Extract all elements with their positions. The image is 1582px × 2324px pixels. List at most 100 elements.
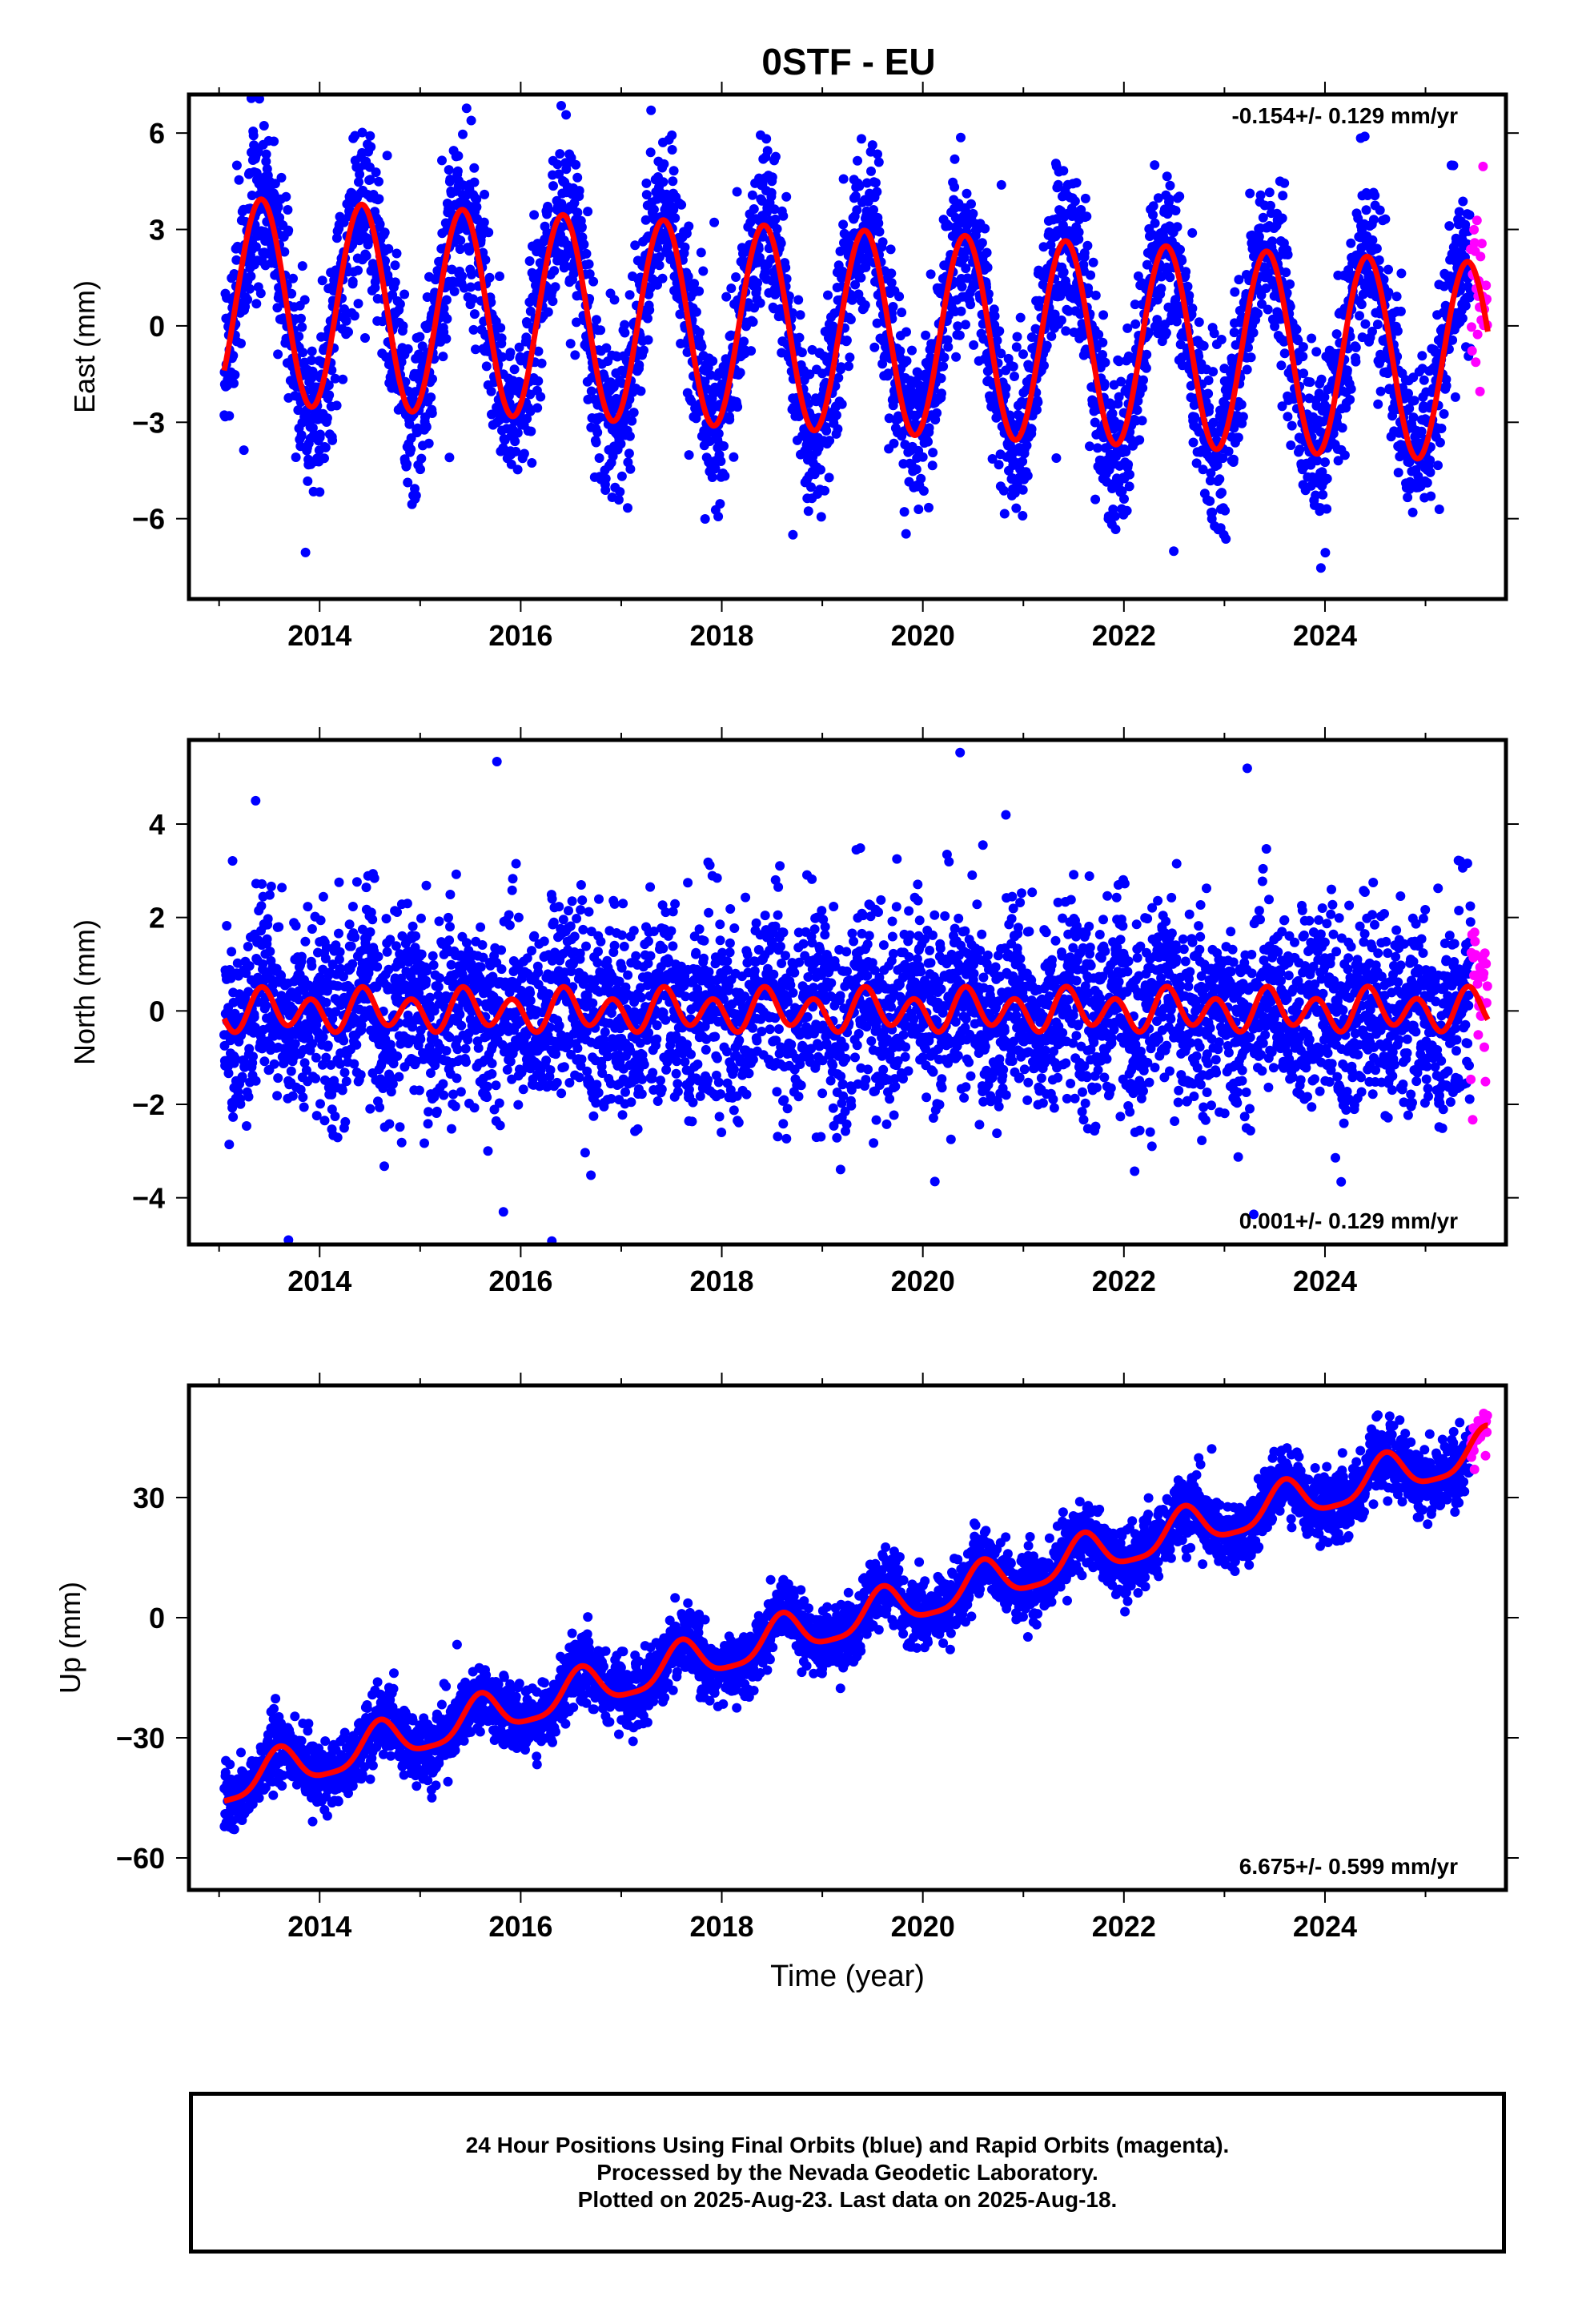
final-orbit-point: [296, 313, 306, 324]
final-orbit-point: [415, 332, 425, 342]
final-orbit-point: [762, 146, 773, 156]
final-orbit-point: [747, 190, 757, 200]
final-orbit-point: [794, 332, 805, 343]
final-orbit-point: [548, 181, 558, 191]
final-orbit-point: [1375, 386, 1386, 396]
final-orbit-point: [956, 306, 966, 316]
final-orbit-point: [455, 244, 465, 255]
final-orbit-point: [644, 305, 655, 316]
final-orbit-point: [729, 452, 739, 462]
final-orbit-point: [251, 795, 261, 806]
final-orbit-point: [361, 883, 371, 893]
final-orbit-point: [936, 373, 946, 384]
final-orbit-point: [1276, 360, 1287, 371]
final-orbit-point: [1090, 494, 1101, 505]
final-orbit-point: [1110, 525, 1121, 534]
final-orbit-point: [1425, 455, 1435, 465]
final-orbit-point: [845, 352, 855, 363]
final-orbit-point: [1026, 424, 1037, 434]
final-orbit-point: [1205, 496, 1215, 506]
final-orbit-point: [355, 1070, 366, 1080]
final-orbit-point: [297, 261, 307, 271]
final-orbit-point: [287, 1091, 298, 1101]
final-orbit-point: [496, 333, 507, 344]
final-orbit-point: [1370, 191, 1380, 201]
final-orbit-point: [406, 444, 416, 455]
final-orbit-point: [954, 330, 965, 340]
rapid-orbit-point: [1471, 357, 1481, 368]
final-orbit-point: [584, 259, 594, 269]
final-orbit-point: [509, 364, 520, 375]
final-orbit-point: [257, 879, 267, 889]
final-orbit-point: [1361, 205, 1371, 215]
y-tick-label: −3: [132, 406, 165, 439]
final-orbit-point: [344, 919, 355, 930]
final-orbit-point: [229, 378, 239, 388]
final-orbit-point: [351, 877, 362, 887]
final-orbit-point: [497, 352, 508, 362]
final-orbit-point: [901, 529, 911, 539]
final-orbit-point: [398, 321, 408, 332]
final-orbit-point: [265, 947, 275, 957]
final-orbit-point: [873, 157, 884, 167]
final-orbit-point: [1116, 376, 1126, 387]
final-orbit-point: [1138, 375, 1148, 385]
final-orbit-point: [1395, 306, 1406, 316]
final-orbit-point: [694, 286, 705, 296]
final-orbit-point: [869, 342, 880, 352]
final-orbit-point: [343, 327, 353, 337]
final-orbit-point: [1074, 227, 1084, 237]
final-orbit-point: [245, 283, 255, 294]
x-tick-label: 2018: [689, 619, 753, 652]
final-orbit-point: [899, 507, 909, 517]
final-orbit-point: [426, 392, 436, 403]
y-tick-label: 3: [149, 214, 165, 247]
final-orbit-point: [347, 902, 358, 911]
final-orbit-point: [658, 177, 669, 187]
final-orbit-point: [853, 155, 862, 166]
final-orbit-point: [283, 205, 293, 215]
final-orbit-point: [726, 283, 737, 293]
final-orbit-point: [1351, 342, 1361, 352]
final-orbit-point: [330, 373, 340, 384]
final-orbit-point: [299, 295, 310, 305]
final-orbit-point: [1417, 351, 1427, 361]
final-orbit-point: [1315, 563, 1326, 573]
final-orbit-point: [657, 273, 668, 283]
final-orbit-point: [416, 464, 425, 475]
final-orbit-point: [1356, 300, 1367, 310]
final-orbit-point: [296, 430, 307, 440]
final-orbit-point: [511, 446, 521, 456]
final-orbit-point: [969, 340, 979, 350]
final-orbit-point: [258, 959, 268, 969]
final-orbit-point: [570, 350, 580, 360]
final-orbit-point: [374, 194, 384, 204]
final-orbit-point: [1039, 360, 1049, 371]
final-orbit-point: [938, 361, 949, 372]
final-orbit-point: [770, 151, 781, 162]
final-orbit-point: [421, 422, 432, 432]
final-orbit-point: [380, 255, 390, 266]
final-orbit-point: [917, 452, 928, 462]
final-orbit-point: [1228, 454, 1239, 464]
final-orbit-point: [1165, 180, 1175, 191]
final-orbit-point: [521, 332, 532, 343]
final-orbit-point: [255, 288, 266, 299]
final-orbit-point: [1248, 328, 1259, 338]
final-orbit-point: [1204, 402, 1215, 412]
final-orbit-point: [469, 309, 480, 320]
final-orbit-point: [556, 101, 566, 111]
final-orbit-point: [1123, 460, 1134, 469]
final-orbit-point: [870, 178, 881, 188]
final-orbit-point: [315, 487, 325, 497]
final-orbit-point: [276, 172, 287, 183]
final-orbit-point: [1286, 440, 1296, 450]
final-orbit-point: [636, 386, 646, 396]
final-orbit-point: [888, 302, 898, 312]
final-orbit-point: [375, 1102, 385, 1112]
final-orbit-point: [645, 147, 656, 158]
final-orbit-point: [1187, 227, 1198, 238]
final-orbit-point: [311, 1052, 321, 1063]
final-orbit-point: [872, 187, 882, 197]
final-orbit-point: [382, 947, 392, 957]
